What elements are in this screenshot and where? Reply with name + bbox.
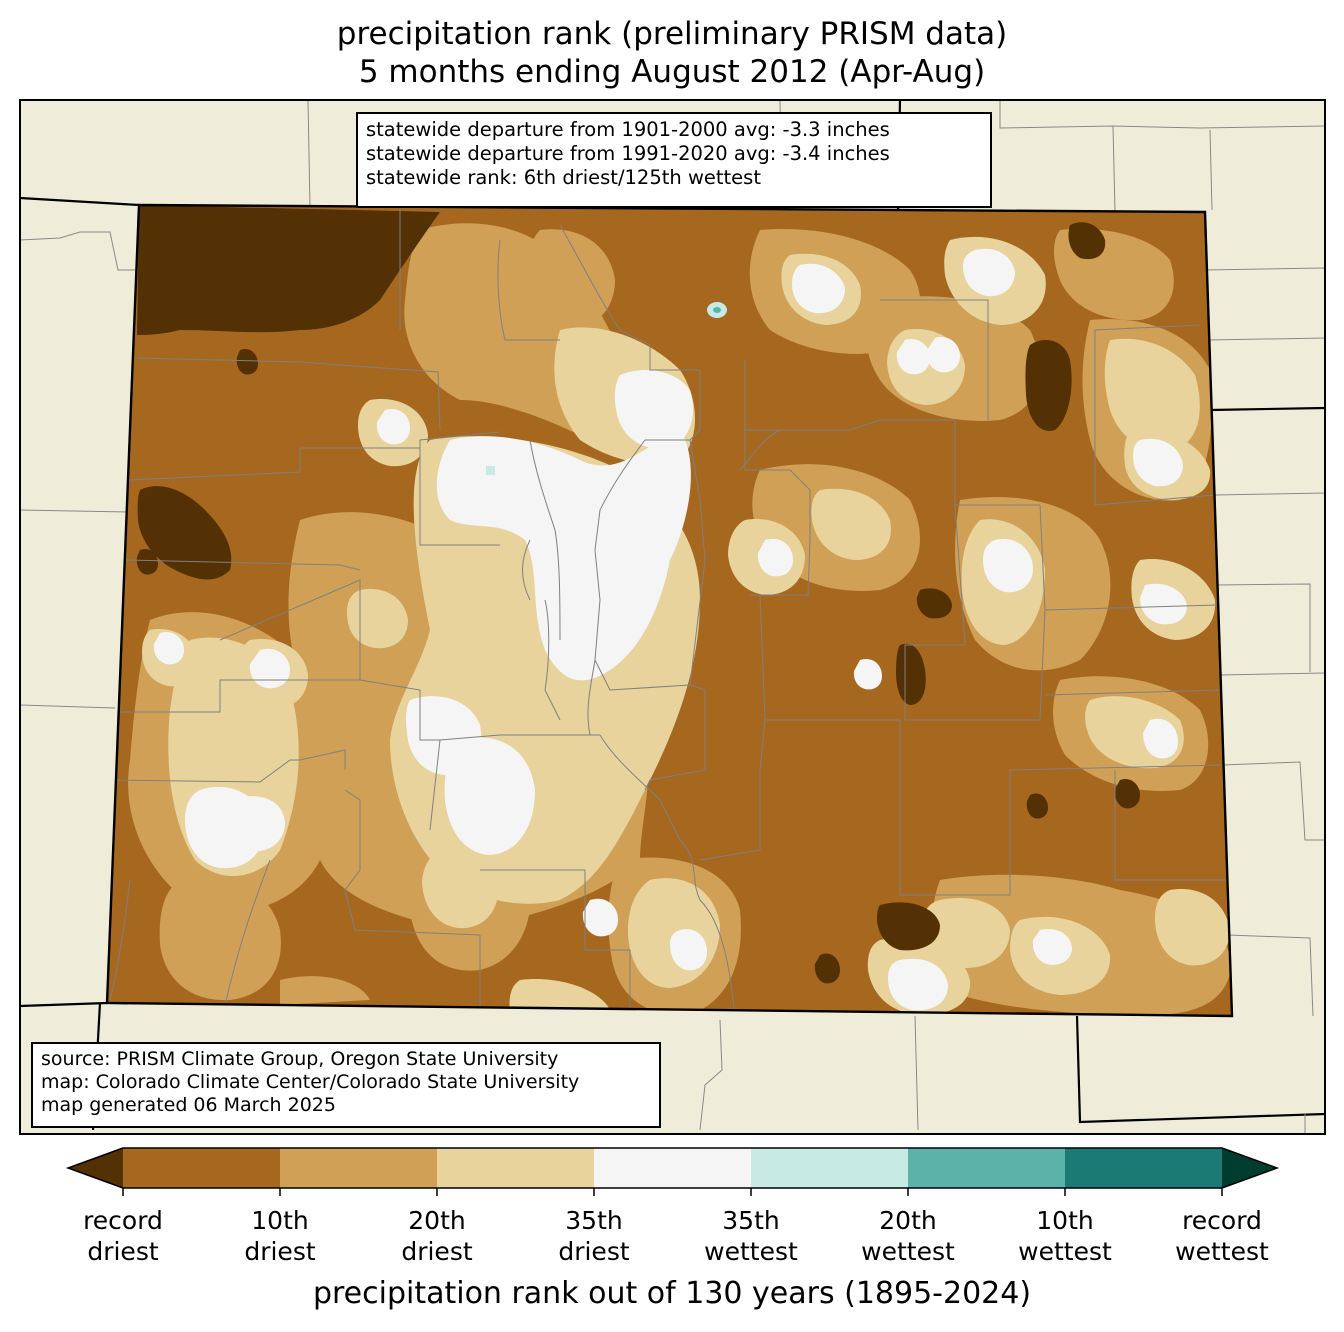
colorbar-bin xyxy=(1065,1148,1223,1188)
colorbar-tick-label: record wettest xyxy=(1175,1206,1269,1266)
colorbar-tick-label: 20th wettest xyxy=(861,1206,955,1266)
stats-departure-1901-2000: statewide departure from 1901-2000 avg: … xyxy=(366,118,890,141)
colorbar-bin xyxy=(280,1148,438,1188)
neighbor-county-lines xyxy=(19,99,1326,1134)
colorbar-bin xyxy=(908,1148,1066,1188)
source-generated-date: map generated 06 March 2025 xyxy=(41,1094,336,1116)
colorbar-title: precipitation rank out of 130 years (189… xyxy=(312,1276,1032,1311)
colorbar-tick-label: record driest xyxy=(83,1206,163,1266)
colorbar-extend-record-wettest xyxy=(1222,1148,1277,1188)
colorbar-tick-label: 10th wettest xyxy=(1018,1206,1112,1266)
map-title-line2: 5 months ending August 2012 (Apr-Aug) xyxy=(358,54,986,90)
colorbar-bin xyxy=(123,1148,281,1188)
map-title-line1: precipitation rank (preliminary PRISM da… xyxy=(336,16,1008,52)
source-prism: source: PRISM Climate Group, Oregon Stat… xyxy=(41,1048,559,1070)
colorbar xyxy=(65,1147,1280,1196)
colorado-state-border xyxy=(105,203,1234,1018)
statewide-stats-box: statewide departure from 1901-2000 avg: … xyxy=(356,112,992,208)
colorbar-tick-label: 20th driest xyxy=(401,1206,473,1266)
source-credit-box: source: PRISM Climate Group, Oregon Stat… xyxy=(31,1042,661,1128)
colorbar-bin xyxy=(594,1148,752,1188)
colorbar-bin xyxy=(437,1148,595,1188)
colorbar-tick-label: 35th driest xyxy=(558,1206,630,1266)
colorbar-tick-label: 35th wettest xyxy=(704,1206,798,1266)
colorbar-extend-record-driest xyxy=(68,1148,123,1188)
source-map-credit: map: Colorado Climate Center/Colorado St… xyxy=(41,1071,580,1093)
precipitation-field xyxy=(107,205,1232,1016)
colorbar-bin xyxy=(751,1148,909,1188)
stats-statewide-rank: statewide rank: 6th driest/125th wettest xyxy=(366,166,761,189)
map-frame xyxy=(19,99,1326,1135)
county-lines xyxy=(109,210,1228,1016)
stats-departure-1991-2020: statewide departure from 1991-2020 avg: … xyxy=(366,142,890,165)
colorbar-tick-label: 10th driest xyxy=(244,1206,316,1266)
